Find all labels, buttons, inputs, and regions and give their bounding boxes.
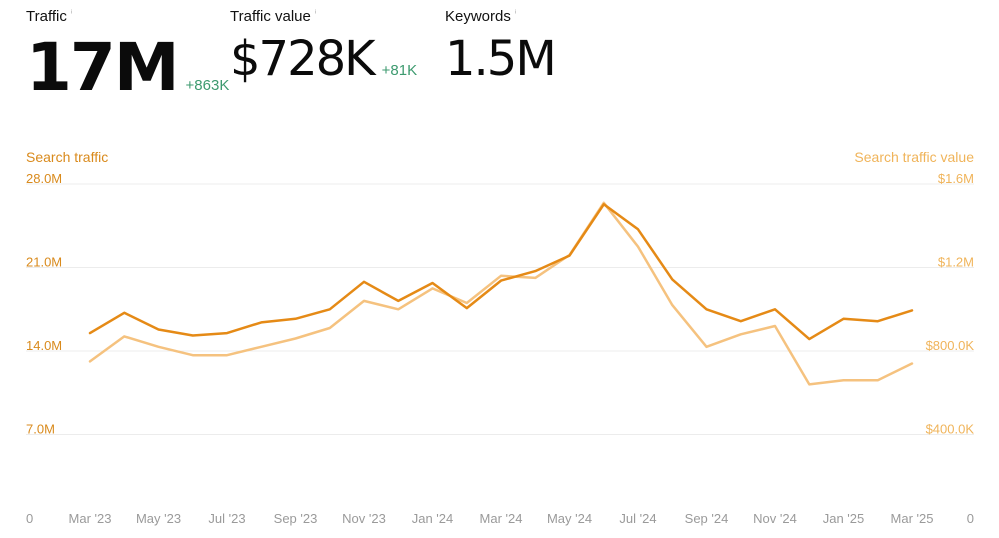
x-tick-label: Mar '25 [891,511,934,526]
x-tick-label: Jan '24 [412,511,454,526]
right-tick-label: $400.0K [926,422,975,437]
x-tick-label: Jan '25 [823,511,865,526]
series-lines [88,201,914,386]
grid-lines [26,183,974,435]
left-tick-label: 7.0M [26,422,55,437]
x-tick-label: Nov '24 [753,511,797,526]
info-icon[interactable]: ⁱ [70,8,73,18]
x-axis-ticks: Mar '23 May '23 Jul '23 Sep '23 Nov '23 Jan '… [69,511,934,526]
search-traffic-line [88,203,914,341]
x-tick-label: May '23 [136,511,181,526]
right-axis-ticks: 0 $400.0K $800.0K $1.2M $1.6M [926,171,975,526]
traffic-value: 17M [26,29,180,106]
x-tick-label: Sep '23 [274,511,318,526]
traffic-value-amount: $728K [230,31,376,87]
traffic-value-delta: +81K [381,62,418,79]
left-tick-label: 0 [26,511,33,526]
right-tick-label: $1.6M [938,171,974,186]
traffic-metric: Traffic ⁱ 17M +863K [26,8,229,106]
left-tick-label: 14.0M [26,338,62,353]
info-icon[interactable]: ⁱ [514,8,517,18]
info-icon[interactable]: ⁱ [314,8,317,18]
traffic-label: Traffic [26,8,67,25]
search-traffic-value-line [88,201,914,386]
x-tick-label: May '24 [547,511,592,526]
x-tick-label: Mar '24 [480,511,523,526]
keywords-value: 1.5M [445,31,557,87]
x-tick-label: Jul '24 [619,511,656,526]
keywords-metric: Keywords ⁱ 1.5M [445,8,557,87]
left-axis-ticks: 0 7.0M 14.0M 21.0M 28.0M [26,171,62,526]
x-tick-label: Jul '23 [208,511,245,526]
traffic-chart: Search traffic Search traffic value 0 7.0… [26,149,975,526]
traffic-value-label: Traffic value [230,8,311,25]
right-tick-label: $1.2M [938,255,974,270]
left-axis-title: Search traffic [26,149,108,165]
x-tick-label: Nov '23 [342,511,386,526]
right-axis-title: Search traffic value [854,149,974,165]
traffic-value-metric: Traffic value ⁱ $728K +81K [230,8,417,87]
left-tick-label: 21.0M [26,255,62,270]
left-tick-label: 28.0M [26,171,62,186]
right-tick-label: 0 [967,511,974,526]
traffic-delta: +863K [185,77,230,94]
keywords-label: Keywords [445,8,511,25]
right-tick-label: $800.0K [926,338,975,353]
x-tick-label: Sep '24 [685,511,729,526]
x-tick-label: Mar '23 [69,511,112,526]
